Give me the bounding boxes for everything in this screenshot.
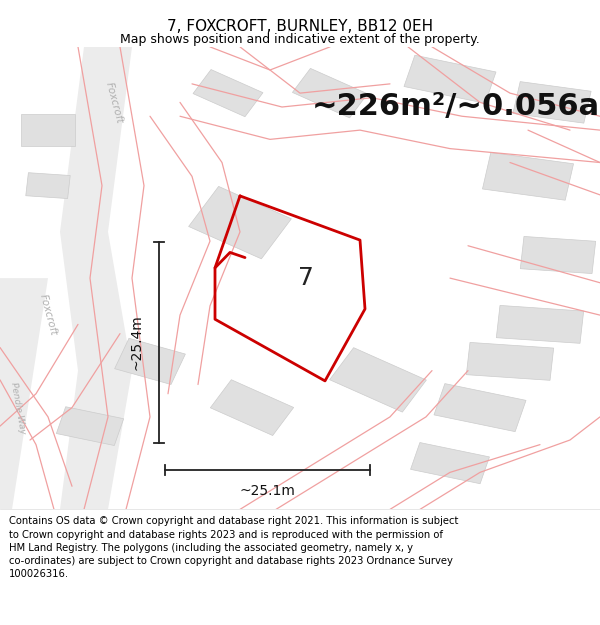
Text: Map shows position and indicative extent of the property.: Map shows position and indicative extent… (120, 33, 480, 46)
Polygon shape (0, 278, 48, 509)
Polygon shape (404, 55, 496, 103)
Text: Foxcroft: Foxcroft (38, 293, 58, 337)
Text: Pendle Way: Pendle Way (9, 381, 27, 434)
Polygon shape (56, 407, 124, 446)
Text: 7, FOXCROFT, BURNLEY, BB12 0EH: 7, FOXCROFT, BURNLEY, BB12 0EH (167, 19, 433, 34)
Polygon shape (115, 338, 185, 384)
Polygon shape (482, 152, 574, 200)
Polygon shape (513, 82, 591, 123)
Text: ~25.4m: ~25.4m (130, 314, 144, 370)
Polygon shape (434, 384, 526, 432)
Polygon shape (329, 348, 427, 412)
Polygon shape (60, 47, 132, 509)
Polygon shape (496, 306, 584, 343)
Polygon shape (26, 173, 70, 199)
Polygon shape (211, 380, 293, 436)
Text: ~25.1m: ~25.1m (239, 484, 295, 498)
Polygon shape (193, 69, 263, 117)
Polygon shape (292, 68, 368, 118)
Text: Contains OS data © Crown copyright and database right 2021. This information is : Contains OS data © Crown copyright and d… (9, 516, 458, 579)
Text: Foxcroft: Foxcroft (104, 81, 124, 124)
Text: 7: 7 (298, 266, 314, 290)
Text: ~226m²/~0.056ac.: ~226m²/~0.056ac. (312, 92, 600, 121)
Polygon shape (188, 186, 292, 259)
Polygon shape (410, 442, 490, 484)
Polygon shape (21, 114, 75, 146)
Polygon shape (466, 342, 554, 381)
Polygon shape (520, 236, 596, 274)
